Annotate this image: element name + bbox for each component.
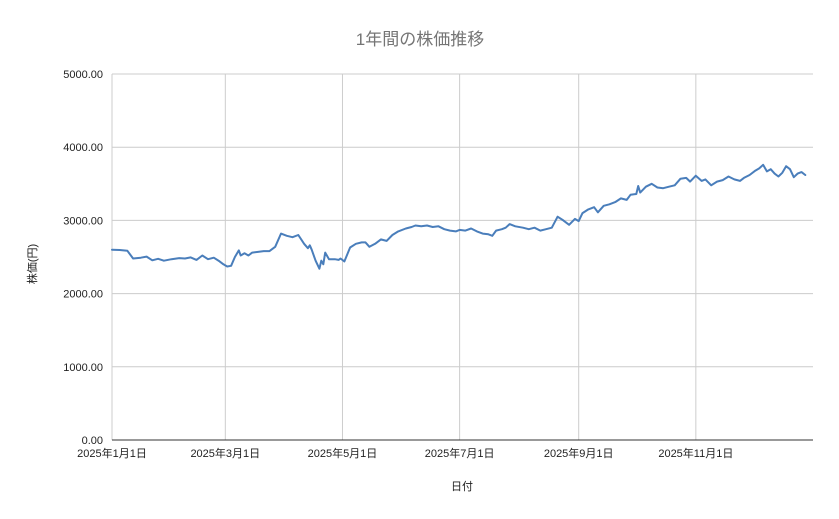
x-tick-label: 2025年11月1日 [658, 446, 733, 460]
x-axis-title: 日付 [451, 480, 473, 493]
y-axis-ticks: 0.00 1000.00 2000.00 3000.00 4000.00 5000.00 [63, 69, 103, 447]
y-tick-label: 3000.00 [63, 215, 103, 227]
gridlines [111, 73, 813, 440]
chart-title: 1年間の株価推移 [356, 30, 484, 49]
x-tick-label: 2025年3月1日 [190, 446, 260, 460]
x-axis-ticks: 2025年1月1日 2025年3月1日 2025年5月1日 2025年7月1日 2025… [77, 446, 733, 460]
x-tick-label: 2025年5月1日 [308, 446, 378, 460]
x-tick-label: 2025年1月1日 [77, 446, 147, 460]
x-tick-label: 2025年9月1日 [544, 446, 614, 460]
x-tick-label: 2025年7月1日 [425, 446, 495, 460]
y-tick-label: 4000.00 [63, 142, 103, 154]
y-axis-title: 株価(円) [25, 244, 39, 284]
price-line [111, 163, 807, 270]
y-tick-label: 2000.00 [63, 289, 103, 301]
y-tick-label: 5000.00 [63, 69, 103, 81]
y-tick-label: 0.00 [82, 435, 103, 447]
y-tick-label: 1000.00 [63, 362, 103, 374]
